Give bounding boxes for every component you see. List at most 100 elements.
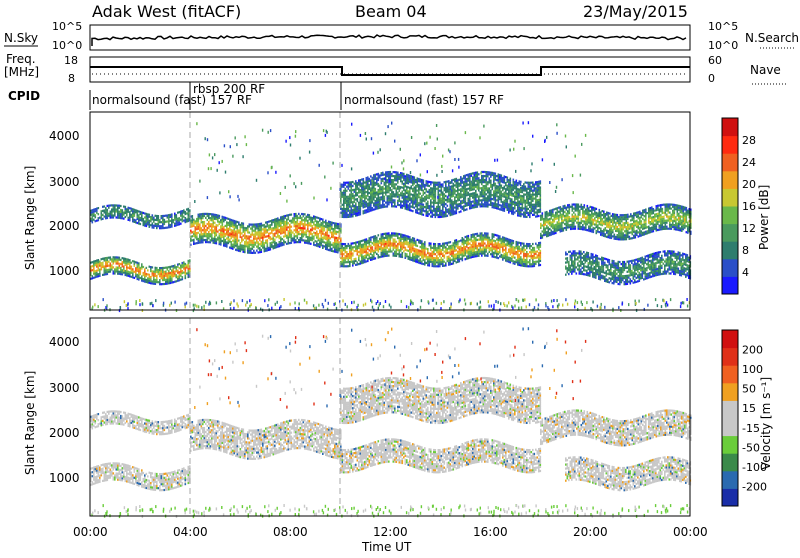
heatmap-cell <box>316 245 318 247</box>
heatmap-cell <box>292 239 294 241</box>
heatmap-cell <box>445 191 447 193</box>
heatmap-cell <box>492 251 494 253</box>
heatmap-cell <box>441 190 443 192</box>
heatmap-cell <box>370 206 372 208</box>
heatmap-cell <box>226 231 228 233</box>
heatmap-cell <box>274 243 276 245</box>
heatmap-cell <box>480 195 482 197</box>
heatmap-cell <box>217 214 219 216</box>
heatmap-cell <box>426 248 428 250</box>
heatmap-cell <box>444 181 446 183</box>
heatmap-cell <box>372 185 374 187</box>
heatmap-cell <box>483 187 485 189</box>
heatmap-cell <box>540 242 542 244</box>
heatmap-cell <box>373 174 375 176</box>
heatmap-cell <box>104 257 106 259</box>
heatmap-cell <box>424 263 426 265</box>
heatmap-cell <box>285 217 287 219</box>
heatmap-cell <box>303 235 305 237</box>
heatmap-cell <box>369 210 371 212</box>
heatmap-cell <box>411 181 413 183</box>
heatmap-cell <box>243 235 245 237</box>
heatmap-cell <box>382 206 384 208</box>
heatmap-cell <box>519 262 521 264</box>
heatmap-cell <box>372 207 374 209</box>
heatmap-cell <box>170 278 172 280</box>
heatmap-cell <box>342 243 344 245</box>
heatmap-cell <box>442 193 444 195</box>
heatmap-cell <box>402 238 404 240</box>
heatmap-cell <box>123 214 125 216</box>
heatmap-cell <box>492 247 494 249</box>
heatmap-cell <box>375 247 377 249</box>
heatmap-cell <box>129 273 131 275</box>
heatmap-cell <box>134 215 136 217</box>
heatmap-cell <box>289 234 291 236</box>
heatmap-cell <box>168 276 170 278</box>
heatmap-cell <box>226 221 228 223</box>
heatmap-cell <box>219 243 221 245</box>
heatmap-cell <box>453 246 455 248</box>
heatmap-cell <box>213 217 215 219</box>
heatmap-cell <box>93 273 95 275</box>
heatmap-cell <box>447 211 449 213</box>
heatmap-cell <box>484 189 486 191</box>
heatmap-cell <box>409 177 411 179</box>
heatmap-cell <box>400 254 402 256</box>
heatmap-cell <box>447 181 449 183</box>
heatmap-cell <box>152 222 154 224</box>
heatmap-cell <box>411 177 413 179</box>
heatmap-cell <box>177 266 179 268</box>
heatmap-cell <box>414 190 416 192</box>
heatmap-cell <box>423 204 425 206</box>
heatmap-cell <box>273 227 275 229</box>
heatmap-cell <box>408 209 410 211</box>
header-station: Adak West (fitACF) <box>92 2 241 21</box>
heatmap-cell <box>460 202 462 204</box>
heatmap-cell <box>214 230 216 232</box>
heatmap-cell <box>508 251 510 253</box>
heatmap-cell <box>155 223 157 225</box>
heatmap-cell <box>426 202 428 204</box>
heatmap-cell <box>132 216 134 218</box>
heatmap-cell <box>441 192 443 194</box>
heatmap-cell <box>465 191 467 193</box>
heatmap-cell <box>369 192 371 194</box>
heatmap-cell <box>345 255 347 257</box>
heatmap-cell <box>149 226 151 228</box>
heatmap-cell <box>480 187 482 189</box>
heatmap-cell <box>474 235 476 237</box>
heatmap-cell <box>92 209 94 211</box>
heatmap-cell <box>198 214 200 216</box>
heatmap-cell <box>439 255 441 257</box>
heatmap-cell <box>223 244 225 246</box>
heatmap-cell <box>438 216 440 218</box>
heatmap-cell <box>282 244 284 246</box>
heatmap-cell <box>276 246 278 248</box>
heatmap-cell <box>423 245 425 247</box>
heatmap-cell <box>264 242 266 244</box>
heatmap-cell <box>177 218 179 220</box>
heatmap-cell <box>367 189 369 191</box>
heatmap-cell <box>388 171 390 173</box>
heatmap-cell <box>433 208 435 210</box>
heatmap-cell <box>351 189 353 191</box>
heatmap-cell <box>474 176 476 178</box>
heatmap-cell <box>483 244 485 246</box>
heatmap-cell <box>408 238 410 240</box>
heatmap-cell <box>397 235 399 237</box>
heatmap-cell <box>453 189 455 191</box>
heatmap-cell <box>463 249 465 251</box>
heatmap-cell <box>231 221 233 223</box>
heatmap-cell <box>453 193 455 195</box>
heatmap-cell <box>156 271 158 273</box>
heatmap-cell <box>147 219 149 221</box>
heatmap-cell <box>469 193 471 195</box>
heatmap-cell <box>253 224 255 226</box>
heatmap-cell <box>525 255 527 257</box>
heatmap-cell <box>378 175 380 177</box>
heatmap-cell <box>322 223 324 225</box>
heatmap-cell <box>523 263 525 265</box>
heatmap-cell <box>116 258 118 260</box>
heatmap-cell <box>486 187 488 189</box>
